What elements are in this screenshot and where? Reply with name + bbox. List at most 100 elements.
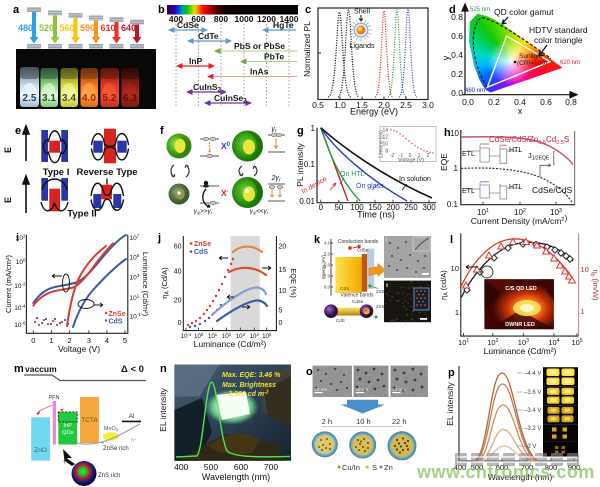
svg-text:CdS: CdS [336,318,345,323]
svg-text:0: 0 [178,320,182,327]
svg-text:EQE: EQE [439,153,449,171]
svg-text:12: 12 [382,135,388,141]
svg-text:Wavelength (nm): Wavelength (nm) [488,472,553,482]
svg-text:20: 20 [174,298,182,305]
svg-text:Max. EQE: 3.46 %: Max. EQE: 3.46 % [222,372,281,379]
svg-text:8: 8 [385,149,388,155]
svg-text:400: 400 [454,463,467,472]
svg-text:ETL: ETL [462,151,475,158]
svg-text:E: E [3,197,13,203]
svg-text:X-: X- [221,188,229,198]
svg-text:ZnO: ZnO [34,447,47,454]
svg-text:10: 10 [450,129,459,138]
svg-text:j: j [157,232,161,244]
svg-text:105: 105 [571,338,582,347]
svg-text:d: d [449,4,456,16]
svg-text:400: 400 [169,14,183,24]
svg-text:Zn: Zn [384,463,393,472]
svg-text:HTL: HTL [509,184,522,191]
svg-text:60: 60 [174,244,182,251]
svg-text:QDs: QDs [62,430,74,436]
svg-text:500: 500 [204,462,218,472]
svg-text:Shell: Shell [354,7,370,16]
svg-text:Luminance (Cd/m²): Luminance (Cd/m²) [194,339,267,349]
svg-text:CdSe/CdS: CdSe/CdS [532,185,572,195]
svg-text:0.0: 0.0 [451,88,463,98]
svg-text:10-1: 10-1 [130,312,142,321]
svg-text:103: 103 [518,338,529,347]
svg-text:12 nm: 12 nm [315,387,328,392]
svg-text:640: 640 [121,23,136,33]
svg-text:X0: X0 [221,141,231,151]
svg-text:ηA (Cd/A): ηA (Cd/A) [160,267,171,299]
svg-text:PL intensity: PL intensity [295,142,305,186]
svg-text:610: 610 [100,23,115,33]
svg-text:0: 0 [409,153,412,159]
svg-text:105: 105 [262,332,272,340]
svg-text:On HTL: On HTL [340,171,365,178]
svg-text:E: E [3,147,13,153]
svg-text:ZnSe: ZnSe [109,311,126,318]
svg-text:: 3,900 cd m-2: : 3,900 cd m-2 [224,390,269,399]
svg-text:-2: -2 [390,153,395,159]
svg-text:f: f [160,125,164,137]
svg-text:–3.2 V: –3.2 V [524,426,541,432]
svg-text:101: 101 [458,338,469,347]
svg-text:ZnSe: ZnSe [376,304,387,309]
svg-text:600: 600 [191,14,205,24]
svg-text:22 h: 22 h [392,417,407,426]
svg-text:2γr: 2γr [270,175,280,184]
svg-text:Type II: Type II [67,209,96,220]
svg-text:EL intensity: EL intensity [158,387,168,431]
svg-text:3.1: 3.1 [42,93,56,104]
svg-text:i: i [386,238,387,244]
svg-text:600: 600 [234,462,248,472]
svg-text:10: 10 [279,288,287,295]
svg-text:2: 2 [427,153,430,159]
svg-text:3: 3 [87,336,91,345]
svg-text:5: 5 [279,308,283,315]
svg-text:1: 1 [581,307,585,316]
svg-text:700: 700 [521,463,534,472]
svg-text:520: 520 [39,23,54,33]
svg-text:Valence bands: Valence bands [341,293,374,299]
svg-text:0.5: 0.5 [312,100,324,110]
svg-text:Max. Brightness: Max. Brightness [222,382,276,389]
svg-text:Type I: Type I [43,167,70,178]
svg-text:10: 10 [581,265,589,274]
svg-text:ηA (cd/A): ηA (cd/A) [439,270,450,300]
svg-text:CdS: CdS [194,249,208,256]
svg-text:x: x [518,106,523,116]
svg-text:PFN: PFN [49,395,60,401]
svg-text:100: 100 [194,332,204,340]
svg-text:0.6: 0.6 [540,97,552,107]
svg-text:620 nm: 620 nm [560,60,580,66]
svg-text:Wavelength (nm): Wavelength (nm) [202,472,270,482]
svg-text:104: 104 [250,332,260,340]
svg-text:(CRI=100): (CRI=100) [517,60,547,67]
svg-text:EQE (%): EQE (%) [289,268,298,298]
svg-text:o: o [306,366,313,378]
svg-text:CdS: CdS [109,319,123,326]
svg-text:1: 1 [454,164,459,173]
svg-text:HgTe: HgTe [273,20,294,30]
svg-text:600: 600 [496,463,509,472]
svg-text:HDTV standard: HDTV standard [529,25,588,35]
svg-text:3.0: 3.0 [422,100,434,110]
svg-text:ZnSe rich: ZnSe rich [103,446,129,452]
svg-text:250: 250 [404,203,418,212]
svg-text:6.0: 6.0 [324,263,330,268]
svg-text:5.0: 5.0 [324,252,330,257]
svg-text:12 nm: 12 nm [392,387,405,392]
svg-text:Sunlight: Sunlight [519,53,543,60]
svg-text:γX<<γr: γX<<γr [250,208,269,216]
svg-text:TCTA: TCTA [81,417,98,424]
svg-text:ηp (lm/W): ηp (lm/W) [590,269,600,301]
svg-text:10 h: 10 h [356,417,371,426]
svg-text:1: 1 [311,124,316,133]
svg-text:0.1: 0.1 [447,200,459,209]
svg-text:103: 103 [550,208,562,217]
svg-text:10-4: 10-4 [14,304,26,313]
svg-text:CdSe: CdSe [352,299,364,304]
svg-text:0.2: 0.2 [451,69,463,79]
